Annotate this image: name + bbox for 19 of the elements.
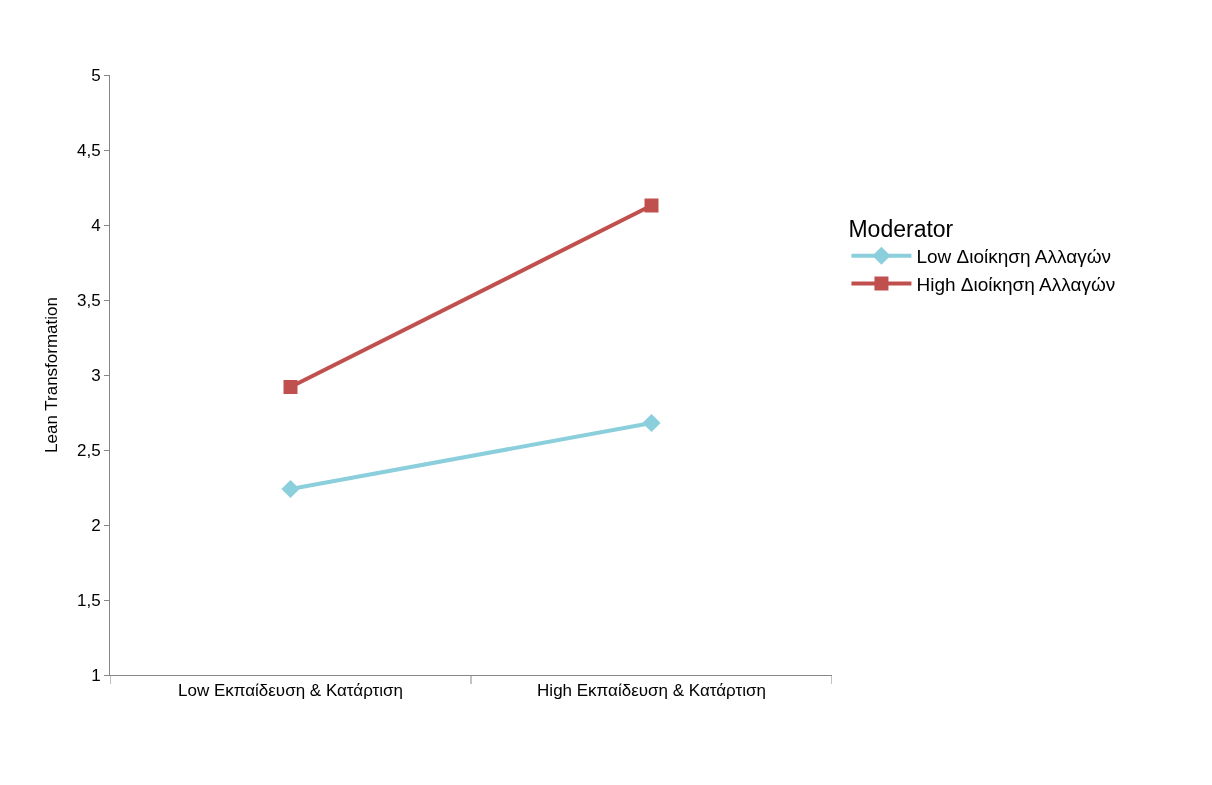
y-tick-label: 4,5 [76, 140, 101, 160]
y-tick-label: 2,5 [76, 440, 101, 460]
point [642, 413, 661, 433]
legend-label: High Διοίκηση Αλλαγών [916, 273, 1116, 295]
x-tick-label: High Εκπαίδευση & Κατάρτιση [537, 681, 766, 701]
point [283, 380, 298, 394]
point [281, 479, 300, 499]
legend-title: Moderator [848, 215, 954, 242]
point [644, 198, 659, 213]
legend-label: Low Διοίκηση Αλλαγών [916, 246, 1112, 268]
y-tick-label: 4 [91, 215, 101, 235]
y-tick-label: 3 [91, 365, 101, 385]
y-axis-title: Lean Transformation [41, 297, 61, 453]
y-tick-label: 2 [91, 515, 101, 535]
y-tick-label: 3,5 [76, 290, 101, 310]
y-tick-label: 1,5 [76, 590, 101, 610]
y-tick-label: 5 [91, 65, 101, 85]
y-tick-label: 1 [91, 665, 101, 685]
x-tick-label: Low Εκπαίδευση & Κατάρτιση [177, 681, 404, 701]
